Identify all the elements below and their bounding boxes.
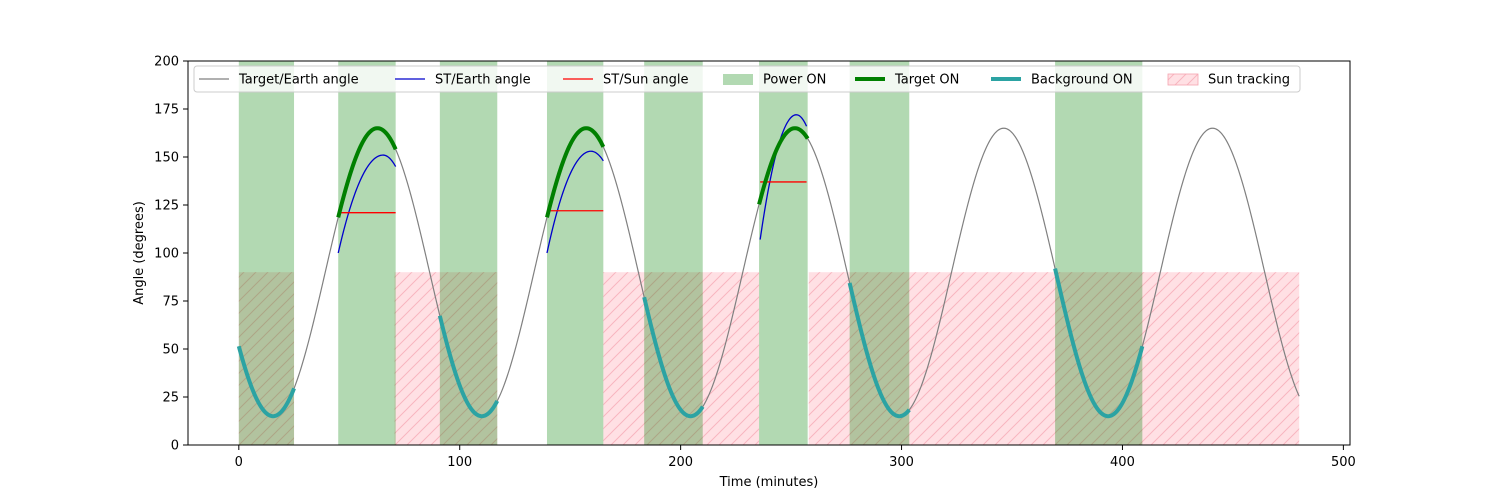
legend-swatch-hatch-6 [1168, 74, 1198, 85]
background-on-segment-4 [1053, 268, 1145, 419]
sun-tracking-hatch-0 [238, 272, 295, 445]
st-earth-segment-2 [759, 114, 808, 240]
background-on-lines [236, 268, 1145, 419]
power-on-band-1 [338, 61, 396, 445]
st-earth-segment-1 [546, 150, 604, 254]
power-on-band-7 [1055, 61, 1143, 445]
legend-label-4: Target ON [894, 73, 959, 88]
x-tick-label-500: 500 [1331, 455, 1356, 470]
y-tick-label-25: 25 [162, 391, 179, 406]
legend-swatch-3 [723, 74, 753, 85]
legend-item-3: Power ON [723, 73, 826, 88]
legend-label-5: Background ON [1031, 73, 1133, 88]
legend: Target/Earth angle ST/Earth angle ST/Sun a… [193, 65, 1301, 93]
background-on-segment-0 [236, 345, 296, 419]
st-sun-lines [338, 181, 807, 214]
power-on-band-5 [759, 61, 808, 445]
x-tick-label-300: 300 [889, 455, 914, 470]
target-on-segment-1 [545, 126, 606, 218]
x-axis-ticks: 0 100 200 300 400 500 [235, 445, 1356, 470]
legend-item-0: Target/Earth angle [199, 73, 359, 88]
y-tick-label-50: 50 [162, 343, 179, 358]
y-tick-label-125: 125 [154, 199, 179, 214]
power-on-band-6 [849, 61, 910, 445]
x-tick-label-400: 400 [1110, 455, 1135, 470]
x-tick-label-100: 100 [447, 455, 472, 470]
y-tick-label-150: 150 [154, 151, 179, 166]
sun-tracking-bands [238, 272, 1300, 445]
y-tick-label-200: 200 [154, 55, 179, 70]
target-on-lines [336, 126, 810, 218]
target-on-segment-2 [757, 126, 810, 205]
legend-box [193, 65, 1301, 93]
y-axis-ticks: 0 25 50 75 100 125 150 175 200 [154, 55, 188, 454]
power-on-band-3 [546, 61, 604, 445]
power-on-band-2 [439, 61, 498, 445]
background-on-segment-2 [642, 296, 705, 419]
y-axis-title: Angle (degrees) [132, 201, 147, 305]
plot-area [236, 61, 1300, 445]
sun-tracking-hatch-3 [808, 272, 1300, 445]
y-tick-label-75: 75 [162, 295, 179, 310]
legend-item-5: Background ON [991, 73, 1133, 88]
background-on-segment-1 [437, 315, 500, 419]
legend-label-6: Sun tracking [1208, 73, 1290, 88]
sun-tracking-hatch-2 [603, 272, 760, 445]
background-on-segment-3 [847, 282, 911, 419]
power-on-bands [238, 61, 1143, 445]
y-tick-label-175: 175 [154, 103, 179, 118]
legend-label-3: Power ON [763, 73, 826, 88]
legend-item-1: ST/Earth angle [395, 73, 531, 88]
x-axis-title: Time (minutes) [719, 475, 819, 490]
y-tick-label-0: 0 [171, 439, 179, 454]
legend-label-1: ST/Earth angle [435, 73, 531, 88]
x-tick-label-0: 0 [235, 455, 243, 470]
legend-label-0: Target/Earth angle [238, 73, 359, 88]
x-tick-label-200: 200 [668, 455, 693, 470]
legend-item-4: Target ON [855, 73, 959, 88]
y-tick-label-100: 100 [154, 247, 179, 262]
legend-item-6: Sun tracking [1167, 73, 1290, 88]
power-on-band-0 [238, 61, 295, 445]
st-earth-segment-0 [337, 154, 397, 254]
target-on-segment-0 [336, 126, 398, 218]
st-earth-lines [337, 114, 808, 254]
power-on-band-4 [644, 61, 703, 445]
legend-item-2: ST/Sun angle [563, 73, 689, 88]
legend-label-2: ST/Sun angle [603, 73, 689, 88]
